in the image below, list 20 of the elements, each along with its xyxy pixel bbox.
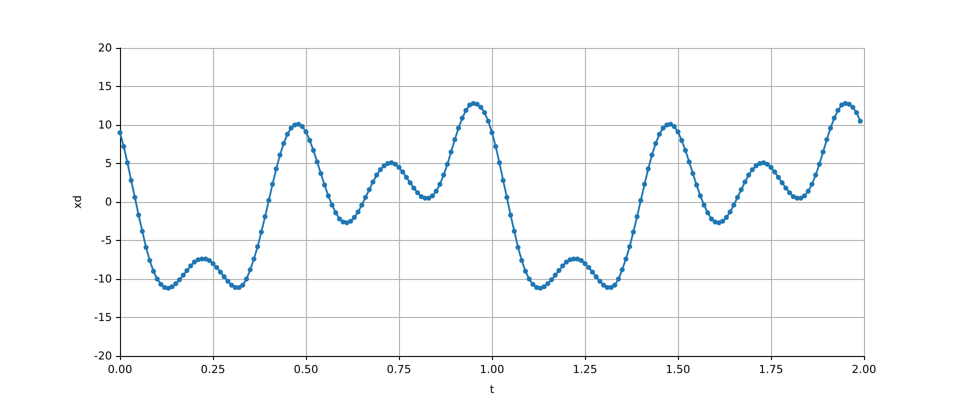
y-tick-label: 15: [98, 80, 112, 93]
y-axis-title: xd: [71, 195, 84, 209]
y-tick-label: -20: [94, 350, 112, 362]
x-tick-label: 1.00: [480, 363, 504, 376]
x-tick-label: 2.00: [852, 363, 876, 376]
x-tick-label: 1.75: [758, 363, 784, 376]
x-tick-label: 0.00: [108, 363, 132, 376]
y-tick-label: 5: [105, 157, 112, 170]
y-tick-label: -15: [94, 311, 112, 324]
y-tick-label: 10: [98, 118, 112, 132]
x-tick-label: 0.75: [386, 363, 412, 376]
x-tick-label: 1.25: [572, 363, 598, 376]
x-tick-label: 0.25: [200, 363, 226, 376]
y-tick-label: -10: [94, 272, 112, 286]
x-axis-title: t: [490, 383, 495, 396]
x-tick-label: 1.50: [666, 363, 690, 376]
y-tick-label: -5: [101, 234, 112, 247]
x-tick-label: 0.50: [294, 363, 318, 376]
y-tick-label: 0: [105, 196, 112, 208]
y-tick-label: 20: [98, 42, 112, 54]
